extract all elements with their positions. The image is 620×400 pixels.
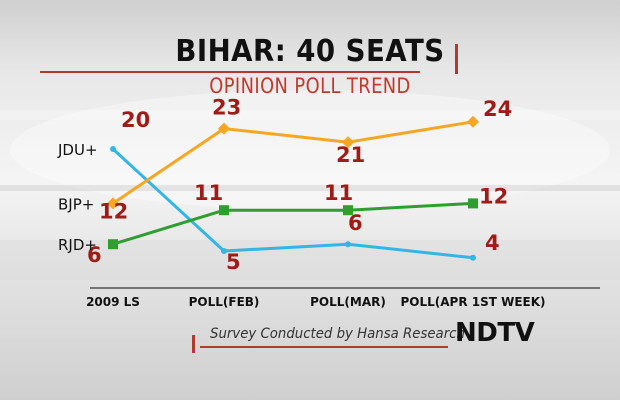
series-rjd-line [112, 201, 474, 246]
series-rjd-value-label: 11 [324, 181, 353, 205]
series-bjp-value-label: 23 [212, 96, 241, 120]
page-subtitle: OPINION POLL TREND [209, 74, 411, 98]
x-tick-label: POLL(FEB) [189, 295, 260, 309]
series-rjd-point [468, 198, 478, 209]
series-rjd-value-label: 6 [87, 243, 102, 267]
series-bjp-point [342, 136, 354, 149]
series-jdu-value-label: 5 [226, 250, 241, 274]
series-bjp-value-label: 12 [99, 199, 128, 223]
x-tick-label: POLL(MAR) [310, 295, 386, 309]
series-rjd-point [108, 239, 118, 250]
series-jdu-line [111, 147, 474, 260]
series-rjd-point [343, 205, 353, 216]
series-jdu-point [345, 241, 351, 248]
series-jdu-value-label: 4 [485, 231, 500, 255]
series-bjp-line [112, 120, 474, 205]
series-jdu-value-label: 20 [121, 108, 150, 132]
source-underline [200, 346, 448, 348]
series-rjd-name-label: RJD+ [58, 236, 97, 254]
series-rjd-value-label: 11 [194, 181, 223, 205]
series-bjp-point [467, 115, 479, 128]
title-tick [455, 44, 458, 74]
series-jdu-point [470, 254, 476, 261]
series-bjp-value-label: 21 [336, 143, 365, 167]
title-underline [40, 71, 420, 73]
series-rjd-point [219, 205, 229, 216]
series-jdu-value-label: 6 [348, 211, 363, 235]
x-tick-label: 2009 LS [86, 295, 140, 309]
series-jdu-point [221, 248, 227, 254]
series-jdu-point [110, 146, 116, 152]
series-bjp-value-label: 24 [483, 97, 512, 121]
series-bjp-name-label: BJP+ [58, 195, 94, 213]
source-tick [192, 335, 195, 353]
series-jdu-name-label: JDU+ [57, 141, 98, 159]
x-tick-label: POLL(APR 1ST WEEK) [400, 295, 545, 309]
page-title: BIHAR: 40 SEATS [175, 34, 445, 69]
series-bjp-point [107, 197, 119, 210]
ndtv-logo: NDTV [455, 318, 535, 348]
series-rjd-value-label: 12 [479, 184, 508, 208]
series-bjp-point [218, 122, 230, 135]
source-note: Survey Conducted by Hansa Research [210, 326, 465, 342]
